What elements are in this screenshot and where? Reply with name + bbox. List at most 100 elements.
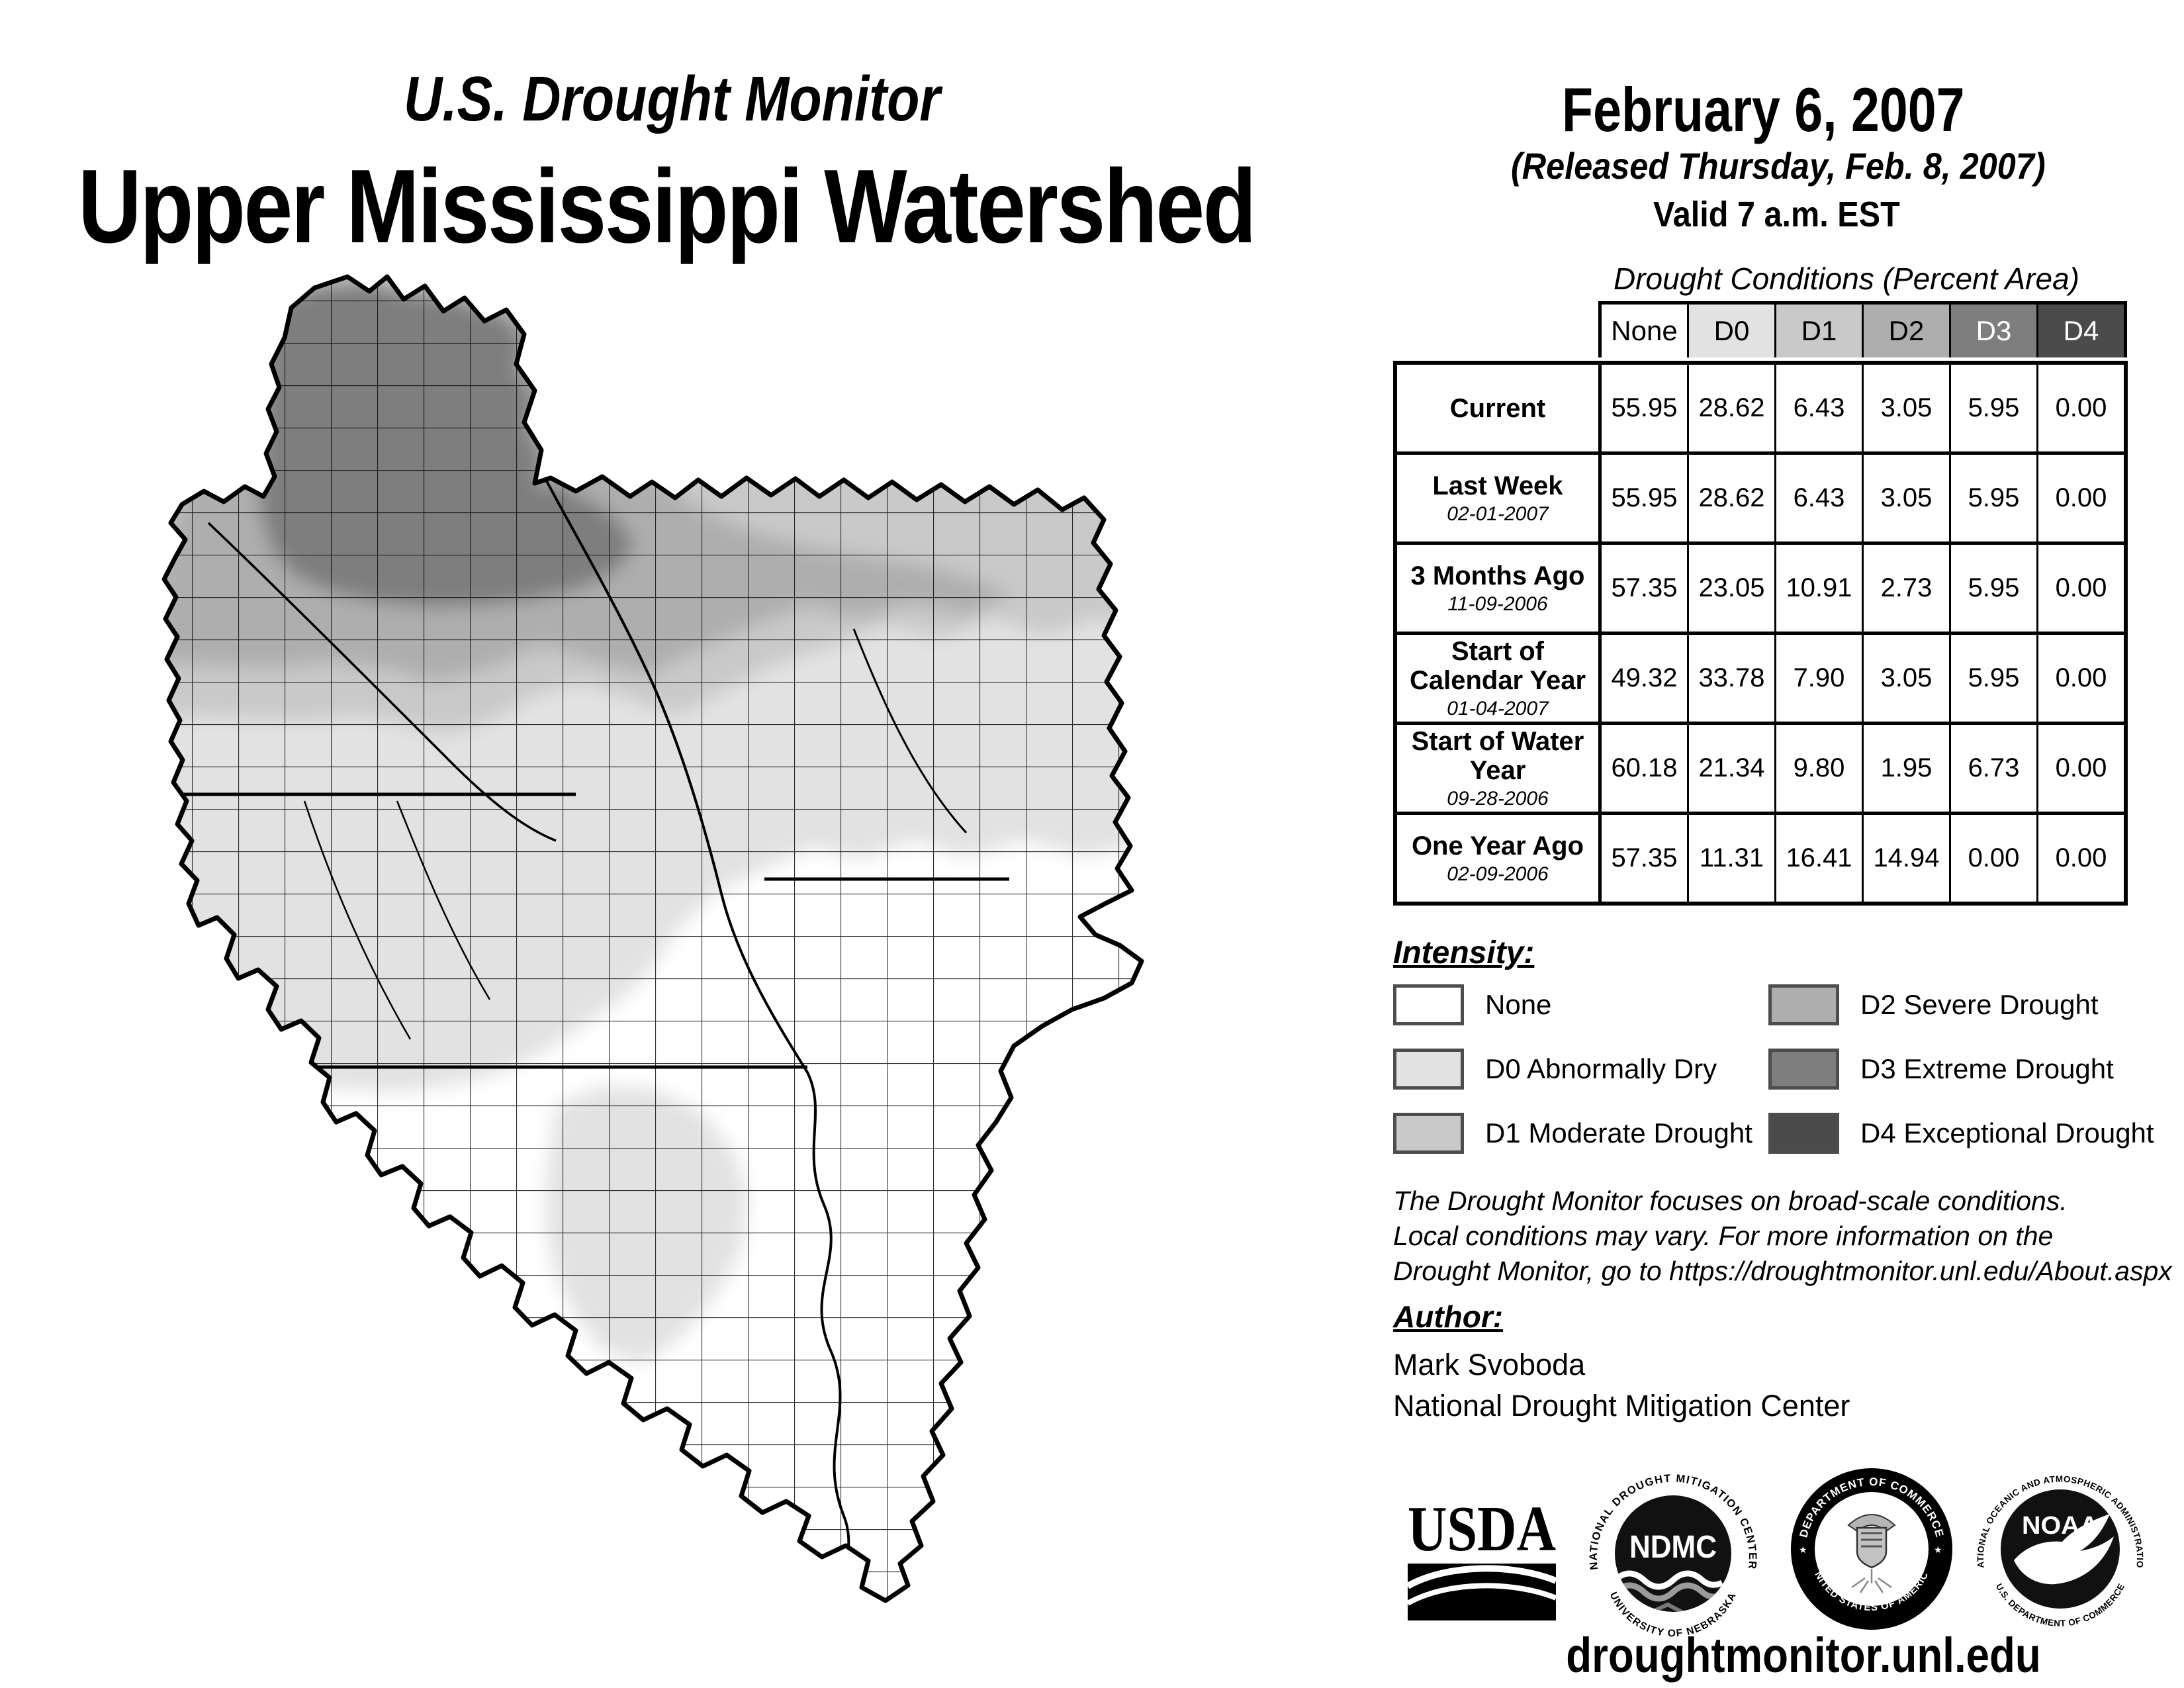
note-line: Drought Monitor, go to https://droughtmo… [1393, 1256, 2172, 1286]
column-header-d0: D0 [1687, 305, 1774, 357]
watershed-outline [161, 274, 1144, 1603]
value-d3: 5.95 [1949, 635, 2036, 722]
value-none: 49.32 [1611, 663, 1678, 692]
legend-item-d4: D4 Exceptional Drought [1768, 1109, 2154, 1157]
column-header-none: None [1602, 305, 1687, 357]
intensity-heading: Intensity: [1393, 935, 1535, 970]
legend-item-d2: D2 Severe Drought [1768, 981, 2099, 1029]
county-boundaries [164, 277, 1142, 1601]
table-row-start-calendar-year: Start of Calendar Year 01-04-2007 49.32 … [1397, 635, 2124, 725]
noaa-bird-swoosh [2014, 1514, 2114, 1585]
value-none: 55.95 [1611, 393, 1678, 422]
value-d2: 3.05 [1862, 455, 1949, 541]
legend-item-d3: D3 Extreme Drought [1768, 1045, 2114, 1093]
value-d3: 6.73 [1949, 725, 2036, 812]
value-d0: 11.31 [1687, 815, 1774, 902]
legend-item-d0: D0 Abnormally Dry [1393, 1045, 1717, 1093]
author-name: Mark Svoboda [1393, 1348, 1586, 1382]
row-label: One Year Ago [1411, 831, 1584, 861]
value-d4: 0.00 [2036, 365, 2124, 451]
legend-label: D1 Moderate Drought [1485, 1117, 1752, 1149]
value-d1: 6.43 [1774, 365, 1862, 451]
value-d1: 6.43 [1774, 455, 1862, 541]
value-d4: 0.00 [2036, 455, 2124, 541]
value-d0: 23.05 [1687, 545, 1774, 632]
value-d2: 3.05 [1862, 365, 1949, 451]
table-row-current: Current 55.95 28.62 6.43 3.05 5.95 0.00 [1397, 365, 2124, 455]
row-label: Current [1449, 393, 1546, 423]
seal-star-right: ★ [1934, 1544, 1942, 1555]
row-date: 02-01-2007 [1447, 502, 1549, 525]
author-org: National Drought Mitigation Center [1393, 1389, 1850, 1423]
row-date: 01-04-2007 [1447, 697, 1549, 720]
state-and-river-lines [165, 479, 1009, 1597]
value-d2: 1.95 [1862, 725, 1949, 812]
legend-label: None [1485, 989, 1552, 1020]
value-d4: 0.00 [2036, 635, 2124, 722]
legend-swatch-d1 [1393, 1113, 1464, 1154]
row-label: Last Week [1432, 471, 1563, 500]
value-d3: 5.95 [1949, 455, 2036, 541]
table-row-last-week: Last Week 02-01-2007 55.95 28.62 6.43 3.… [1397, 455, 2124, 545]
row-date: 11-09-2006 [1447, 592, 1548, 615]
column-header-d1: D1 [1774, 305, 1862, 357]
value-d4: 0.00 [2036, 545, 2124, 632]
table-title: Drought Conditions (Percent Area) [1614, 261, 2079, 296]
table-row-one-year-ago: One Year Ago 02-09-2006 57.35 11.31 16.4… [1397, 815, 2124, 902]
legend-label: D2 Severe Drought [1860, 989, 2099, 1020]
value-d2: 2.73 [1862, 545, 1949, 632]
table-row-3-months-ago: 3 Months Ago 11-09-2006 57.35 23.05 10.9… [1397, 545, 2124, 635]
value-d0: 28.62 [1687, 455, 1774, 541]
value-d4: 0.00 [2036, 815, 2124, 902]
row-label: Start of Calendar Year [1409, 636, 1586, 695]
page-title: Upper Mississippi Watershed [78, 148, 1257, 265]
noaa-logo: NATIONAL OCEANIC AND ATMOSPHERIC ADMINIS… [1972, 1460, 2145, 1628]
value-d3: 0.00 [1949, 815, 2036, 902]
legend-swatch-d4 [1768, 1113, 1839, 1154]
value-d0: 28.62 [1687, 365, 1774, 451]
value-d4: 0.00 [2036, 725, 2124, 812]
disclaimer-note: The Drought Monitor focuses on broad-sca… [1393, 1184, 2172, 1289]
value-d1: 7.90 [1774, 635, 1862, 722]
author-heading: Author: [1393, 1299, 1504, 1334]
value-d3: 5.95 [1949, 545, 2036, 632]
usda-logo-text: USDA [1408, 1493, 1556, 1565]
note-line: Local conditions may vary. For more info… [1393, 1221, 2054, 1251]
legend-swatch-none [1393, 984, 1464, 1025]
commerce-seal-logo: DEPARTMENT OF COMMERCE UNITED STATES OF … [1787, 1464, 1952, 1630]
row-date: 02-09-2006 [1447, 863, 1549, 885]
legend-swatch-d0 [1393, 1049, 1464, 1090]
report-kicker: U.S. Drought Monitor [404, 64, 940, 134]
column-header-d2: D2 [1862, 305, 1949, 357]
column-header-d3: D3 [1949, 305, 2036, 357]
value-d1: 10.91 [1774, 545, 1862, 632]
legend-label: D4 Exceptional Drought [1860, 1117, 2154, 1149]
value-d2: 14.94 [1862, 815, 1949, 902]
table-header-row: None D0 D1 D2 D3 D4 [1598, 301, 2127, 357]
drought-map [161, 274, 1144, 1603]
value-d0: 33.78 [1687, 635, 1774, 722]
value-none: 60.18 [1611, 753, 1678, 782]
legend-label: D0 Abnormally Dry [1485, 1053, 1717, 1084]
commerce-eagle-shield [1847, 1514, 1896, 1593]
ndmc-logo: NATIONAL DROUGHT MITIGATION CENTER UNIVE… [1588, 1473, 1758, 1640]
legend-item-none: None [1393, 981, 1551, 1029]
value-none: 57.35 [1611, 573, 1678, 602]
released-line: (Released Thursday, Feb. 8, 2007) [1511, 145, 2046, 187]
footer-url: droughtmonitor.unl.edu [1566, 1628, 2041, 1683]
value-d2: 3.05 [1862, 635, 1949, 722]
drought-conditions-table: Current 55.95 28.62 6.43 3.05 5.95 0.00 … [1393, 361, 2128, 906]
row-date: 09-28-2006 [1447, 787, 1549, 810]
seal-star-left: ★ [1799, 1544, 1807, 1555]
row-label: Start of Water Year [1411, 726, 1584, 785]
value-d3: 5.95 [1949, 365, 2036, 451]
legend-item-d1: D1 Moderate Drought [1393, 1109, 1752, 1157]
value-d1: 16.41 [1774, 815, 1862, 902]
legend-swatch-d3 [1768, 1049, 1839, 1090]
column-header-d4: D4 [2036, 305, 2124, 357]
valid-line: Valid 7 a.m. EST [1653, 195, 1900, 234]
note-line: The Drought Monitor focuses on broad-sca… [1393, 1186, 2068, 1216]
value-none: 57.35 [1611, 843, 1678, 872]
legend-swatch-d2 [1768, 984, 1839, 1025]
